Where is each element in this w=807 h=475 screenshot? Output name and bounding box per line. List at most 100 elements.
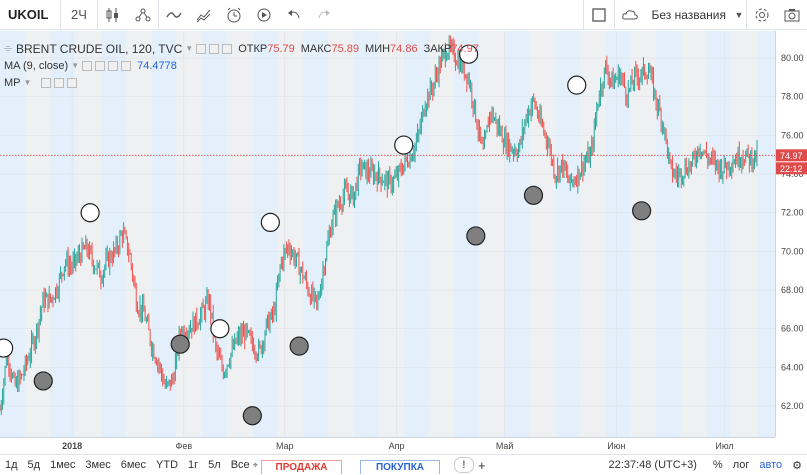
- close-box-icon[interactable]: [222, 43, 233, 54]
- ma-value: 74.4778: [137, 59, 177, 72]
- range-5d[interactable]: 5д: [27, 459, 41, 471]
- undo-icon[interactable]: [279, 0, 309, 30]
- range-1m[interactable]: 1мес: [50, 459, 76, 471]
- redo-icon[interactable]: [309, 0, 339, 30]
- auto-toggle[interactable]: авто: [759, 459, 783, 471]
- week-band: [504, 31, 530, 437]
- close-box-icon[interactable]: [108, 60, 119, 71]
- percent-toggle[interactable]: %: [712, 459, 723, 471]
- filled-circle-marker: [632, 201, 652, 221]
- buy-button[interactable]: ПОКУПКА: [360, 460, 440, 474]
- range-1d[interactable]: 1д: [5, 459, 18, 471]
- mp-label[interactable]: MP: [4, 76, 21, 89]
- gear-icon[interactable]: ⚙: [792, 459, 802, 472]
- week-band: [0, 31, 26, 437]
- time-axis-labels: 2018 Фев Мар Апр Май Июн Июл: [62, 441, 734, 451]
- week-band: [681, 31, 707, 437]
- time-tick-label: Май: [496, 441, 514, 451]
- fullscreen-checkbox-icon[interactable]: [584, 0, 614, 30]
- week-band: [227, 31, 253, 437]
- filled-circle-marker: [33, 371, 53, 391]
- price-chart[interactable]: [0, 31, 775, 437]
- time-tick-label: Июл: [715, 441, 733, 451]
- series-title[interactable]: BRENT CRUDE OIL, 120, TVC: [16, 41, 183, 56]
- price-axis[interactable]: 62.0064.0066.0068.0070.0072.0074.0076.00…: [775, 31, 807, 437]
- more-box-icon[interactable]: [121, 60, 132, 71]
- ma-label[interactable]: MA (9, close): [4, 59, 69, 72]
- gear-icon[interactable]: [747, 0, 777, 30]
- symbol-search[interactable]: UKOIL: [8, 7, 49, 22]
- open-circle-marker: [210, 319, 230, 339]
- price-tick-label: 62.00: [781, 401, 804, 411]
- sell-button[interactable]: ПРОДАЖА: [261, 460, 342, 474]
- filled-circle-marker: [170, 334, 190, 354]
- range-6m[interactable]: 6мес: [120, 459, 147, 471]
- open-value: 75.79: [267, 42, 295, 55]
- compare-icon[interactable]: [128, 0, 158, 30]
- price-tick-label: 80.00: [781, 53, 804, 63]
- chevron-down-icon[interactable]: ▼: [71, 61, 80, 70]
- camera-icon[interactable]: [777, 0, 807, 30]
- week-band: [252, 31, 278, 437]
- filled-circle-marker: [242, 406, 262, 426]
- range-3m[interactable]: 3мес: [85, 459, 111, 471]
- week-band: [630, 31, 657, 437]
- layout-name[interactable]: Без названия: [651, 7, 726, 22]
- hide-box-icon[interactable]: [54, 77, 65, 88]
- settings-box-icon[interactable]: [82, 60, 93, 71]
- time-tick-label: Фев: [176, 441, 193, 451]
- week-band: [731, 31, 757, 437]
- settings-box-icon[interactable]: [41, 77, 52, 88]
- chevron-down-icon[interactable]: ▼: [734, 9, 744, 20]
- range-5y[interactable]: 5л: [208, 459, 221, 471]
- time-axis[interactable]: 2018 Фев Мар Апр Май Июн Июл: [0, 437, 775, 454]
- week-band: [176, 31, 202, 437]
- open-circle-marker: [0, 338, 14, 358]
- alert-clock-icon[interactable]: [219, 0, 249, 30]
- price-bars: [0, 35, 758, 415]
- add-order-icon[interactable]: !: [453, 457, 474, 473]
- time-tick-label: Мар: [276, 441, 294, 451]
- settings-box-icon[interactable]: [196, 43, 207, 54]
- chevron-down-icon[interactable]: ▼: [23, 78, 32, 87]
- close-box-icon[interactable]: [67, 77, 78, 88]
- price-tick-label: 76.00: [781, 130, 804, 140]
- range-1y[interactable]: 1г: [188, 459, 199, 471]
- week-band: [605, 31, 631, 437]
- toolbar-divider: [614, 0, 616, 30]
- week-band: [403, 31, 429, 437]
- week-band: [378, 31, 404, 437]
- week-band: [656, 31, 682, 437]
- ma-legend: MA (9, close) ▼ 74.4778: [4, 57, 479, 74]
- week-band: [277, 31, 303, 437]
- week-band: [580, 31, 606, 437]
- time-tick-label: Июн: [607, 441, 625, 451]
- eye-icon[interactable]: ⌯: [4, 43, 12, 54]
- chevron-down-icon[interactable]: ▼: [185, 44, 194, 53]
- time-tick-label: 2018: [62, 441, 82, 451]
- hide-box-icon[interactable]: [95, 60, 106, 71]
- interval-selector[interactable]: 2Ч: [71, 7, 87, 22]
- candles-icon[interactable]: [98, 0, 128, 30]
- templates-icon[interactable]: [189, 0, 219, 30]
- high-value: 75.89: [331, 42, 360, 55]
- open-circle-marker: [394, 135, 414, 155]
- hide-box-icon[interactable]: [209, 43, 220, 54]
- clock-time[interactable]: 22:37:48 (UTC+3): [608, 459, 697, 471]
- low-label: МИН: [365, 42, 391, 55]
- indicators-icon[interactable]: [159, 0, 189, 30]
- high-label: МАКС: [300, 42, 332, 55]
- open-label: ОТКР: [238, 42, 268, 55]
- close-value: 74.97: [451, 42, 479, 55]
- log-toggle[interactable]: лог: [732, 459, 750, 471]
- open-circle-marker: [567, 75, 587, 95]
- plus-icon[interactable]: +: [477, 457, 486, 473]
- current-price-label: 74.97: [780, 151, 803, 161]
- range-all[interactable]: Все: [230, 459, 250, 471]
- toolbar-divider: [97, 0, 98, 30]
- range-ytd[interactable]: YTD: [156, 459, 179, 471]
- date-range-icon[interactable]: ⌖: [252, 459, 258, 470]
- chart-pane[interactable]: [0, 31, 775, 437]
- replay-icon[interactable]: [249, 0, 279, 30]
- cloud-icon[interactable]: [615, 0, 645, 30]
